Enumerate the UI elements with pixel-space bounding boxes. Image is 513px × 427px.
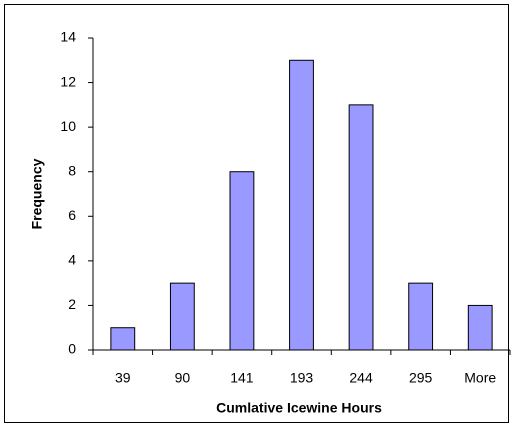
y-tick-label: 0 [68, 341, 76, 357]
bar [169, 282, 195, 351]
y-tick-label: 12 [60, 73, 76, 89]
x-tick-label: 295 [409, 370, 433, 386]
x-axis-title: Cumlative Icewine Hours [216, 400, 382, 416]
bar [229, 171, 255, 351]
x-tick-label: More [464, 370, 496, 386]
bar [110, 327, 136, 351]
y-tick-label: 4 [68, 252, 76, 268]
y-tick-label: 14 [60, 29, 76, 45]
y-tick-label: 8 [68, 162, 76, 178]
bar [408, 282, 434, 351]
y-tick-label: 2 [68, 296, 76, 312]
x-tick-label: 141 [230, 370, 254, 386]
x-tick-label: 39 [115, 370, 131, 386]
y-axis-title: Frequency [29, 158, 45, 229]
x-tick-label: 193 [290, 370, 314, 386]
y-tick-label: 6 [68, 207, 76, 223]
bar [467, 304, 493, 351]
bar [348, 104, 374, 351]
bar [289, 59, 314, 351]
x-tick-label: 244 [349, 370, 373, 386]
x-tick-label: 90 [175, 370, 191, 386]
chart-border [4, 4, 509, 423]
y-tick-label: 10 [60, 118, 76, 134]
